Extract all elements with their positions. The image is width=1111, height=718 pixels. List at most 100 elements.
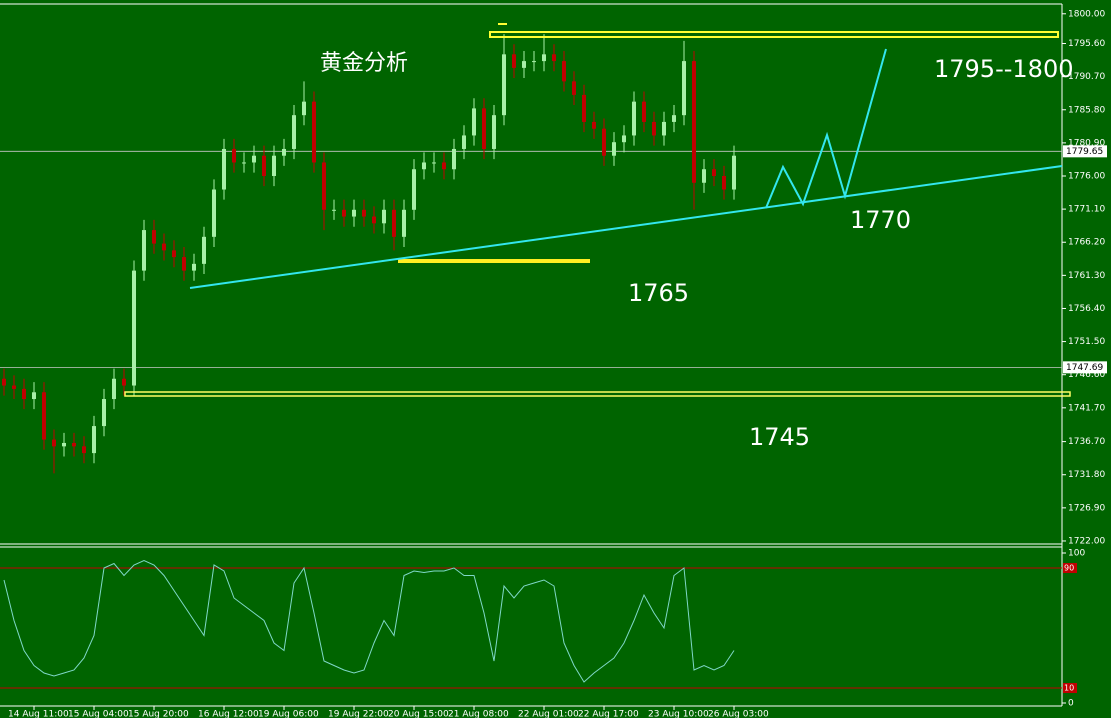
- candle-body: [232, 148, 236, 163]
- candle-body: [212, 189, 216, 237]
- price-label-box: [1063, 361, 1107, 374]
- drawing-layer: 1800.00 1795.60 1790.70 1785.80 1780.90 1776.…: [0, 9, 1107, 718]
- candle-body: [292, 115, 296, 149]
- candle-body: [392, 209, 396, 237]
- candle-body: [522, 61, 526, 68]
- candle-body: [2, 378, 6, 386]
- oscillator-line: [3, 559, 735, 683]
- x-tick-label: 19 Aug 06:00: [258, 710, 319, 718]
- level-label: 90: [1064, 564, 1074, 573]
- y-tick-label: 1722.00: [1068, 536, 1105, 546]
- x-tick-label: 15 Aug 04:00: [68, 710, 129, 718]
- candle-body: [502, 54, 506, 116]
- candle-body: [512, 54, 516, 68]
- candle-body: [332, 209, 336, 211]
- candle-body: [122, 378, 126, 386]
- x-tick-label: 22 Aug 17:00: [578, 710, 639, 718]
- y-tick-label: 1756.40: [1068, 304, 1105, 314]
- level-label: 10: [1064, 684, 1074, 693]
- candle-body: [12, 385, 16, 389]
- candle-body: [42, 392, 46, 440]
- candle-body: [542, 54, 546, 62]
- candle-body: [462, 135, 466, 149]
- candle-body: [262, 155, 266, 176]
- candle-body: [432, 162, 436, 164]
- y-tick-label: 1751.50: [1068, 337, 1105, 347]
- candle-body: [62, 442, 66, 447]
- candle-body: [712, 169, 716, 176]
- resistance-zone: [489, 31, 1059, 38]
- annotation: 1765: [628, 279, 689, 307]
- candle-body: [102, 399, 106, 427]
- x-tick-label: 16 Aug 12:00: [198, 710, 259, 718]
- candle-body: [472, 108, 476, 136]
- x-tick-label: 15 Aug 20:00: [128, 710, 189, 718]
- candle-body: [282, 148, 286, 156]
- candle-body: [82, 446, 86, 454]
- candle-body: [162, 243, 166, 251]
- candle-body: [352, 209, 356, 217]
- candle-body: [612, 142, 616, 156]
- candle-body: [642, 101, 646, 122]
- candle-body: [662, 121, 666, 136]
- y-tick-label: 1746.60: [1068, 370, 1105, 380]
- annotation: 1745: [749, 423, 810, 451]
- trend-line: [189, 165, 1063, 289]
- candle-body: [602, 128, 606, 156]
- candle-body: [402, 209, 406, 237]
- candle-body: [312, 101, 316, 163]
- y-tick-label: 1761.30: [1068, 271, 1105, 281]
- candle-body: [702, 169, 706, 183]
- candle-body: [582, 94, 586, 122]
- candle-body: [442, 162, 446, 170]
- candle-body: [182, 257, 186, 271]
- candle-body: [202, 236, 206, 264]
- y-tick-label: 1766.20: [1068, 238, 1105, 248]
- y-tick-label: 1780.90: [1068, 138, 1105, 148]
- candle-body: [222, 148, 226, 190]
- y-tick-label: 1771.10: [1068, 205, 1105, 215]
- candle-body: [572, 81, 576, 95]
- y-tick-label: 1731.80: [1068, 470, 1105, 480]
- y-tick-label: 1726.90: [1068, 503, 1105, 513]
- price-label-box: [1063, 145, 1107, 158]
- candle-body: [152, 230, 156, 244]
- candle-body: [552, 54, 556, 62]
- support-line: [124, 391, 1071, 397]
- candle-body: [452, 148, 456, 170]
- candle-body: [72, 442, 76, 447]
- y-tick-label: 100: [1068, 549, 1085, 559]
- x-tick-label: 23 Aug 10:00: [648, 710, 709, 718]
- candle-body: [302, 101, 306, 116]
- x-tick-label: 19 Aug 22:00: [328, 710, 389, 718]
- x-tick-label: 21 Aug 08:00: [448, 710, 509, 718]
- candle-body: [372, 216, 376, 224]
- y-tick-label: 1800.00: [1068, 9, 1105, 19]
- candle-body: [672, 115, 676, 122]
- y-tick-label: 1741.70: [1068, 403, 1105, 413]
- candle-body: [342, 209, 346, 217]
- candle-body: [52, 439, 56, 447]
- candle-body: [242, 162, 246, 164]
- candle-body: [592, 121, 596, 129]
- y-tick-label: 0: [1068, 699, 1074, 709]
- candle-body: [692, 61, 696, 183]
- candle-body: [252, 155, 256, 163]
- price-label: 1779.65: [1066, 147, 1103, 157]
- candle-body: [22, 388, 26, 400]
- y-tick-label: 1790.70: [1068, 72, 1105, 82]
- candle-body: [482, 108, 486, 149]
- level-label-box: [1063, 563, 1077, 573]
- candle-body: [172, 250, 176, 258]
- annotation: 1770: [850, 206, 911, 234]
- candle-body: [192, 263, 196, 271]
- candle-body: [112, 378, 116, 400]
- price-label: 1747.69: [1066, 363, 1103, 373]
- y-tick-label: 1785.80: [1068, 105, 1105, 115]
- candle-body: [532, 61, 536, 63]
- candle-body: [682, 61, 686, 116]
- candle-body: [562, 61, 566, 82]
- candle-body: [732, 155, 736, 190]
